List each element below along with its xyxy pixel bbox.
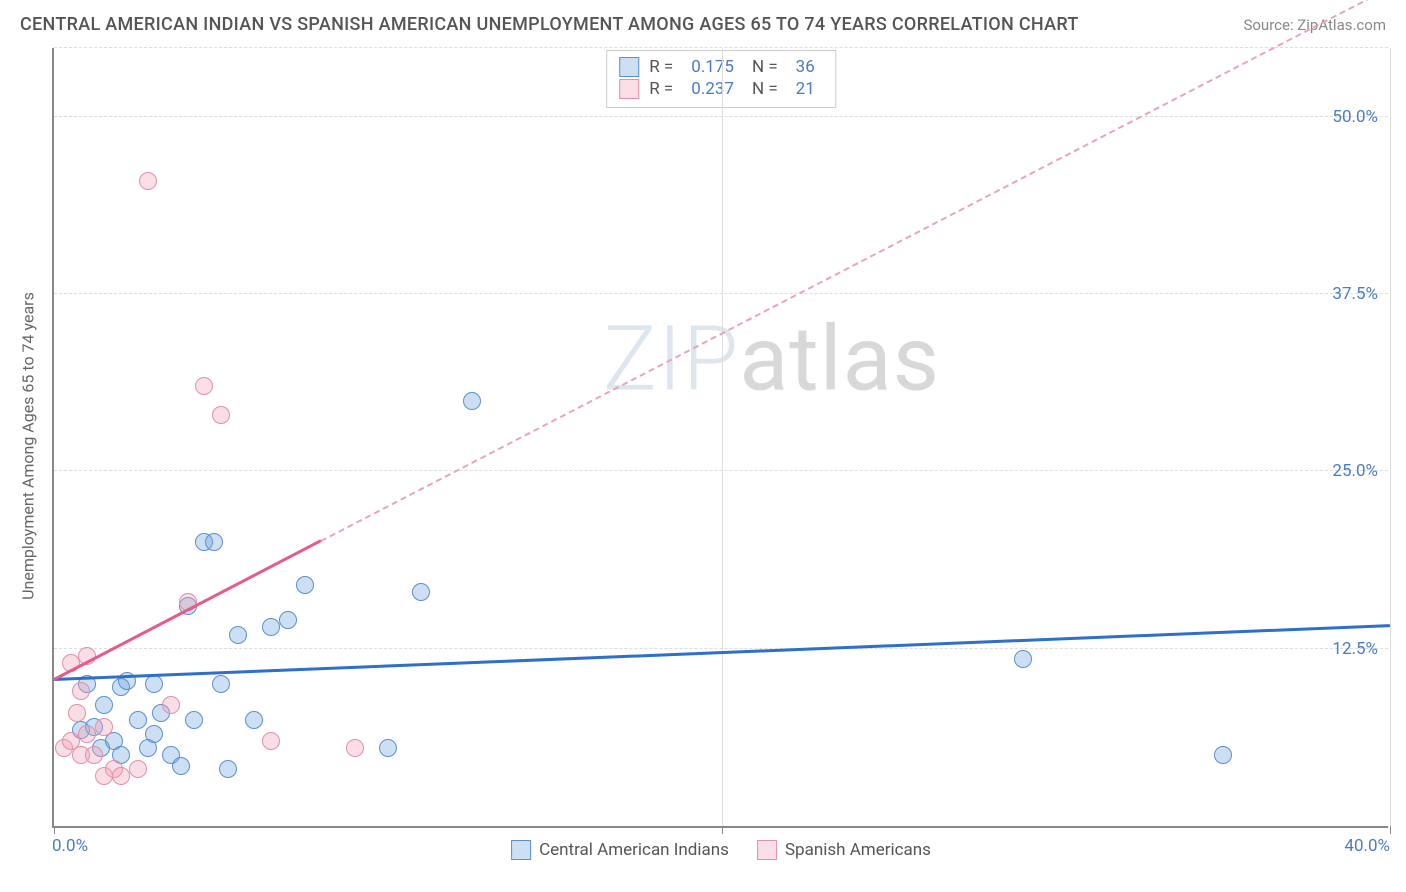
trend-line xyxy=(321,0,1391,542)
data-point xyxy=(85,746,103,764)
data-point xyxy=(245,711,263,729)
y-tick-label: 50.0% xyxy=(1332,107,1378,127)
legend-stats-row: R = 0.175 N = 36 xyxy=(619,57,823,77)
r-label: R = xyxy=(649,57,673,77)
n-label: N = xyxy=(752,57,778,77)
grid-line-h xyxy=(54,648,1388,649)
data-point xyxy=(219,760,237,778)
legend-swatch-blue xyxy=(619,57,639,77)
grid-line-v xyxy=(722,48,723,826)
data-point xyxy=(95,718,113,736)
legend-swatch-blue xyxy=(511,840,531,860)
grid-line-h xyxy=(54,47,1388,48)
data-point xyxy=(68,704,86,722)
grid-line-h xyxy=(54,116,1388,117)
title-row: CENTRAL AMERICAN INDIAN VS SPANISH AMERI… xyxy=(20,14,1386,35)
x-tick-mark xyxy=(1390,826,1391,834)
legend-stats-row: R = 0.237 N = 21 xyxy=(619,79,823,99)
legend-stats: R = 0.175 N = 36 R = 0.237 N = 21 xyxy=(606,50,836,108)
data-point xyxy=(463,392,481,410)
legend-item: Spanish Americans xyxy=(757,840,931,860)
chart-container: CENTRAL AMERICAN INDIAN VS SPANISH AMERI… xyxy=(0,0,1406,892)
grid-line-v xyxy=(1390,48,1391,826)
grid-line-h xyxy=(54,470,1388,471)
data-point xyxy=(262,618,280,636)
data-point xyxy=(262,732,280,750)
data-point xyxy=(346,739,364,757)
chart-title: CENTRAL AMERICAN INDIAN VS SPANISH AMERI… xyxy=(20,14,1079,35)
n-value: 21 xyxy=(796,79,815,99)
data-point xyxy=(72,682,90,700)
plot-area: ZIPatlas R = 0.175 N = 36 R = 0.237 N = … xyxy=(52,48,1388,828)
data-point xyxy=(129,711,147,729)
data-point xyxy=(412,583,430,601)
data-point xyxy=(185,711,203,729)
data-point xyxy=(296,576,314,594)
data-point xyxy=(112,767,130,785)
y-axis-label: Unemployment Among Ages 65 to 74 years xyxy=(19,292,38,600)
data-point xyxy=(95,696,113,714)
legend-series: Central American Indians Spanish America… xyxy=(511,840,931,860)
data-point xyxy=(1014,650,1032,668)
data-point xyxy=(1214,746,1232,764)
data-point xyxy=(78,725,96,743)
grid-line-h xyxy=(54,293,1388,294)
data-point xyxy=(162,696,180,714)
r-value: 0.237 xyxy=(691,79,734,99)
y-tick-label: 37.5% xyxy=(1332,284,1378,304)
watermark: ZIPatlas xyxy=(603,307,940,412)
data-point xyxy=(229,626,247,644)
y-tick-label: 25.0% xyxy=(1332,461,1378,481)
legend-swatch-pink xyxy=(619,79,639,99)
x-tick-label: 0.0% xyxy=(52,836,88,856)
data-point xyxy=(172,757,190,775)
legend-label: Central American Indians xyxy=(539,840,729,860)
x-tick-mark xyxy=(722,826,723,834)
data-point xyxy=(279,611,297,629)
data-point xyxy=(145,675,163,693)
data-point xyxy=(212,406,230,424)
data-point xyxy=(379,739,397,757)
legend-swatch-pink xyxy=(757,840,777,860)
trend-line xyxy=(53,540,322,682)
data-point xyxy=(145,725,163,743)
r-value: 0.175 xyxy=(691,57,734,77)
legend-label: Spanish Americans xyxy=(785,840,931,860)
r-label: R = xyxy=(649,79,673,99)
data-point xyxy=(129,760,147,778)
y-tick-label: 12.5% xyxy=(1332,639,1378,659)
x-tick-mark xyxy=(54,826,55,834)
watermark-atlas: atlas xyxy=(739,307,940,412)
legend-item: Central American Indians xyxy=(511,840,729,860)
data-point xyxy=(212,675,230,693)
n-value: 36 xyxy=(796,57,815,77)
data-point xyxy=(195,377,213,395)
data-point xyxy=(139,172,157,190)
n-label: N = xyxy=(752,79,778,99)
x-tick-label: 40.0% xyxy=(1344,836,1390,856)
data-point xyxy=(205,533,223,551)
